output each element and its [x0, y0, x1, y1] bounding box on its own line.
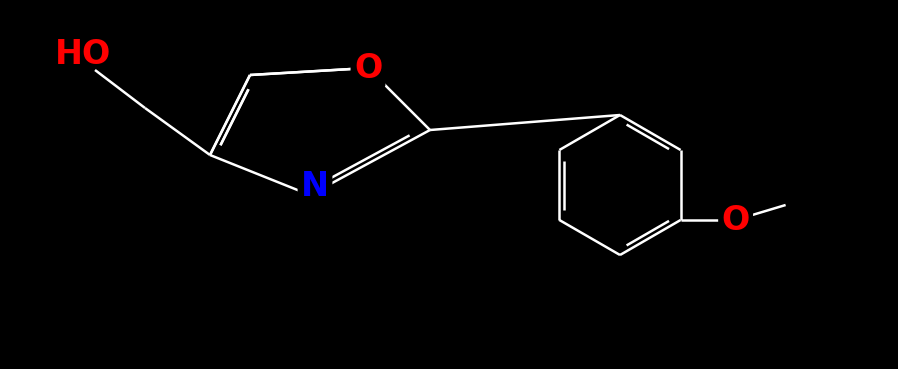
Text: HO: HO: [55, 38, 111, 72]
Text: O: O: [721, 203, 750, 237]
Text: O: O: [354, 52, 383, 85]
Text: N: N: [301, 170, 329, 203]
